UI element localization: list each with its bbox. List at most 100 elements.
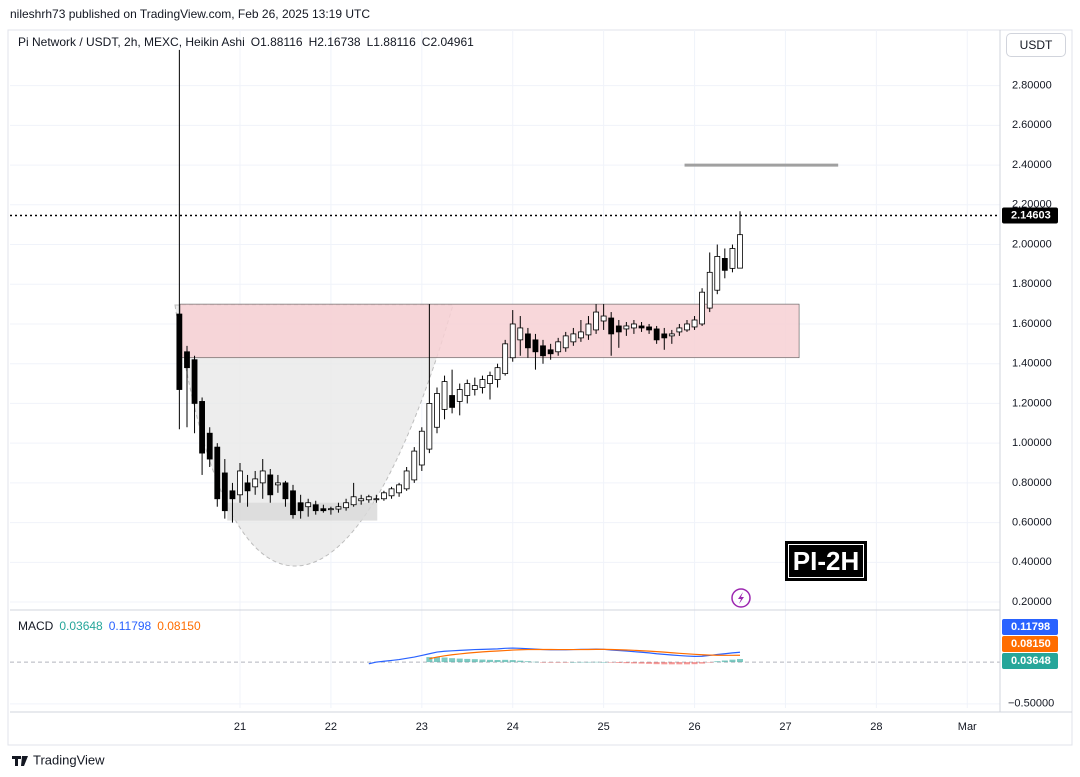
macd-histogram-bar bbox=[434, 657, 440, 663]
signal-line bbox=[429, 648, 741, 660]
macd-histogram-bar bbox=[661, 662, 668, 665]
candle-body bbox=[358, 498, 365, 502]
y-tick-label: 2.40000 bbox=[1012, 159, 1052, 171]
macd-histogram-bar bbox=[646, 662, 653, 664]
candle-body bbox=[305, 502, 312, 508]
macd-line bbox=[368, 647, 741, 665]
macd-histogram-bar bbox=[547, 662, 554, 663]
candle-body bbox=[350, 496, 357, 506]
candle-body bbox=[335, 506, 342, 510]
last-price-label: 2.14603 bbox=[1011, 209, 1051, 221]
macd-histogram-value: 0.03648 bbox=[59, 619, 103, 633]
candle-body bbox=[471, 385, 478, 390]
macd-histogram-bar bbox=[600, 662, 607, 663]
macd-histogram-bar bbox=[737, 659, 743, 663]
macd-value-box bbox=[1002, 636, 1058, 652]
candle-body bbox=[517, 327, 524, 341]
candle-body bbox=[426, 403, 433, 450]
macd-histogram-bar bbox=[577, 661, 584, 663]
ohlc-open: O1.88116 bbox=[250, 35, 303, 49]
macd-histogram-bar bbox=[479, 659, 486, 663]
candle-body bbox=[290, 490, 296, 516]
candle-body bbox=[464, 383, 471, 396]
x-tick-label: 25 bbox=[598, 721, 610, 733]
candle-body bbox=[623, 325, 630, 330]
last-price-box bbox=[1002, 207, 1058, 224]
candle-body bbox=[555, 341, 562, 353]
publish-text: nileshrh73 published on TradingView.com,… bbox=[10, 7, 371, 21]
badge-text: PI-2H bbox=[788, 544, 864, 578]
macd-value-label: 0.08150 bbox=[1011, 638, 1051, 650]
y-tick-label: 1.00000 bbox=[1012, 437, 1052, 449]
event-icon[interactable] bbox=[731, 588, 751, 608]
macd-histogram-bar bbox=[699, 662, 706, 664]
candle-body bbox=[502, 343, 509, 375]
macd-histogram-bar bbox=[608, 662, 615, 663]
macd-histogram-bar bbox=[502, 659, 509, 663]
candle-body bbox=[411, 450, 418, 481]
brand-name: TradingView bbox=[33, 752, 105, 767]
candle-body bbox=[373, 498, 380, 501]
candle-body bbox=[661, 333, 668, 339]
candle-body bbox=[403, 470, 410, 490]
candle-body bbox=[199, 401, 205, 454]
macd-legend: MACD 0.03648 0.11798 0.08150 bbox=[18, 619, 201, 633]
candle-body bbox=[343, 502, 349, 509]
candle-body bbox=[229, 490, 236, 500]
candle-body bbox=[668, 333, 675, 337]
macd-histogram-bar bbox=[691, 662, 698, 665]
candle-body bbox=[487, 375, 493, 384]
candle-body bbox=[638, 325, 645, 329]
x-tick-label: 23 bbox=[416, 721, 428, 733]
macd-histogram-bar bbox=[653, 662, 660, 665]
macd-histogram-bar bbox=[593, 661, 600, 663]
axis-layer: 21 22 23 24 25 26 27 28 Mar 0.20000 0.40000 0.60000… bbox=[234, 80, 1058, 733]
currency-button[interactable]: USDT bbox=[1006, 33, 1066, 57]
y-tick-label: 0.80000 bbox=[1012, 477, 1052, 489]
candle-body bbox=[434, 393, 440, 428]
candle-body bbox=[184, 351, 190, 369]
candle-body bbox=[328, 508, 334, 511]
candle-body bbox=[214, 446, 221, 500]
brand-logo bbox=[12, 756, 28, 766]
candle-body bbox=[252, 478, 259, 488]
macd-signal-value: 0.08150 bbox=[157, 619, 201, 633]
macd-histogram-bar bbox=[441, 657, 448, 663]
candle-body bbox=[320, 508, 327, 512]
y-tick-label: 2.00000 bbox=[1012, 238, 1052, 250]
candle-body bbox=[540, 345, 546, 357]
candle-body bbox=[509, 323, 516, 359]
macd-histogram-bar bbox=[524, 661, 531, 663]
x-tick-label: 28 bbox=[870, 721, 882, 733]
candle-body bbox=[297, 502, 304, 512]
candle-body bbox=[418, 430, 425, 466]
symbol-legend: Pi Network / USDT, 2h, MEXC, Heikin Ashi… bbox=[18, 35, 474, 49]
macd-histogram-bar bbox=[684, 662, 690, 665]
y-tick-label: 1.20000 bbox=[1012, 397, 1052, 409]
macd-histogram-bar bbox=[714, 661, 721, 663]
candle-body bbox=[237, 470, 243, 496]
chart-badge: PI-2H bbox=[785, 541, 867, 581]
y-tick-label: 2.60000 bbox=[1012, 119, 1052, 131]
candle-body bbox=[646, 326, 652, 331]
macd-histogram-bar bbox=[517, 660, 524, 663]
candle-body bbox=[259, 470, 266, 484]
mark-layer bbox=[10, 49, 1000, 665]
candle-body bbox=[593, 311, 599, 331]
macd-value-label: 0.03648 bbox=[1011, 655, 1051, 667]
macd-histogram-bar bbox=[706, 662, 713, 663]
macd-value-box bbox=[1002, 653, 1058, 669]
ohlc-low: L1.88116 bbox=[366, 35, 416, 49]
y-tick-label: 2.80000 bbox=[1012, 80, 1052, 92]
candle-body bbox=[684, 323, 690, 331]
candle-body bbox=[600, 315, 607, 322]
candle-body bbox=[547, 349, 554, 355]
macd-histogram-bar bbox=[464, 658, 471, 663]
y-tick-label: 0.40000 bbox=[1012, 556, 1052, 568]
zone-layer bbox=[179, 163, 839, 521]
candle-body bbox=[282, 482, 289, 500]
macd-histogram-bar bbox=[630, 662, 637, 664]
y-tick-label: 0.20000 bbox=[1012, 596, 1052, 608]
candle-body bbox=[267, 474, 274, 496]
